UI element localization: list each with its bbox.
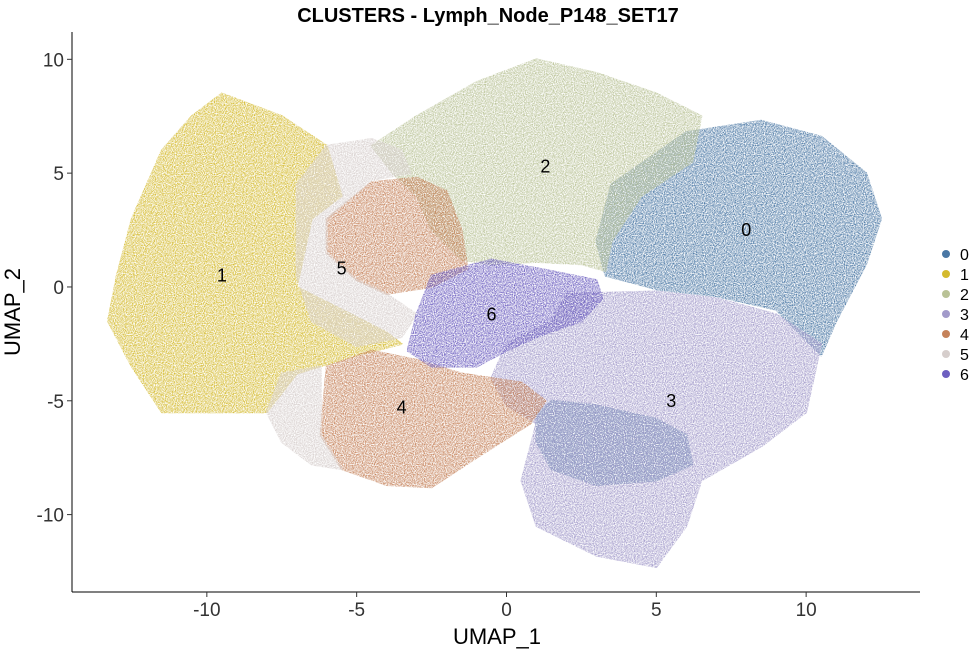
legend-swatch-2 bbox=[942, 290, 950, 298]
y-axis-label: UMAP_2 bbox=[0, 268, 25, 356]
legend-label-6: 6 bbox=[960, 367, 969, 384]
x-tick-label: 10 bbox=[796, 600, 817, 621]
legend-label-1: 1 bbox=[960, 267, 969, 284]
cluster-6-region-1 bbox=[406, 258, 604, 368]
x-axis-ticks: -10 -5 0 5 10 bbox=[193, 592, 817, 621]
y-tick-label: 10 bbox=[43, 50, 64, 71]
legend-swatch-6 bbox=[942, 370, 950, 378]
x-tick-label: 0 bbox=[501, 600, 512, 621]
legend-swatch-0 bbox=[942, 250, 950, 258]
cluster-label-2: 2 bbox=[540, 156, 550, 176]
x-tick-label: -10 bbox=[193, 600, 220, 621]
y-tick-label: -5 bbox=[47, 392, 64, 413]
chart-title: CLUSTERS - Lymph_Node_P148_SET17 bbox=[297, 5, 679, 27]
cluster-regions bbox=[107, 58, 882, 568]
cluster-label-1: 1 bbox=[217, 266, 227, 286]
y-tick-label: 0 bbox=[53, 278, 64, 299]
legend-swatch-3 bbox=[942, 310, 950, 318]
y-tick-label: 5 bbox=[53, 164, 64, 185]
y-axis-ticks: -10 -5 0 5 10 bbox=[37, 50, 72, 527]
cluster-label-3: 3 bbox=[666, 391, 676, 411]
legend-label-5: 5 bbox=[960, 347, 969, 364]
cluster-label-4: 4 bbox=[397, 398, 407, 418]
y-tick-label: -10 bbox=[37, 506, 64, 527]
legend-swatch-4 bbox=[942, 330, 950, 338]
cluster-5-region-2 bbox=[265, 365, 343, 471]
x-tick-label: 5 bbox=[651, 600, 662, 621]
legend-label-2: 2 bbox=[960, 287, 969, 304]
cluster-labels: 0 1 2 3 4 5 6 bbox=[217, 156, 751, 417]
x-tick-label: -5 bbox=[348, 600, 365, 621]
x-axis-label: UMAP_1 bbox=[453, 624, 541, 649]
legend-label-4: 4 bbox=[960, 327, 969, 344]
legend-label-3: 3 bbox=[960, 307, 969, 324]
legend-swatch-1 bbox=[942, 270, 950, 278]
legend-swatch-5 bbox=[942, 350, 950, 358]
cluster-label-6: 6 bbox=[486, 304, 496, 324]
legend-label-0: 0 bbox=[960, 247, 969, 264]
cluster-5-region-1 bbox=[295, 138, 418, 348]
cluster-label-0: 0 bbox=[741, 220, 751, 240]
legend: 0 1 2 3 4 5 6 bbox=[942, 247, 969, 384]
cluster-label-5: 5 bbox=[337, 259, 347, 279]
